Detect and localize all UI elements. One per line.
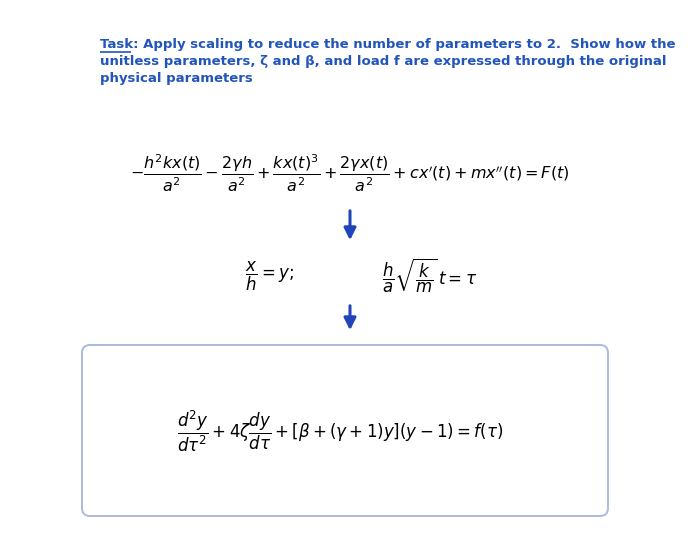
Text: $\dfrac{h}{a}\sqrt{\dfrac{k}{m}}\,t=\tau$: $\dfrac{h}{a}\sqrt{\dfrac{k}{m}}\,t=\tau…	[382, 257, 477, 295]
Text: $\dfrac{d^2y}{d\tau^2}+4\zeta\dfrac{dy}{d\tau}+[\beta+(\gamma+1)y](y-1)=f(\tau)$: $\dfrac{d^2y}{d\tau^2}+4\zeta\dfrac{dy}{…	[177, 408, 503, 454]
Text: unitless parameters, ζ and β, and load f are expressed through the original: unitless parameters, ζ and β, and load f…	[100, 55, 666, 68]
Text: $\dfrac{x}{h}=y;$: $\dfrac{x}{h}=y;$	[246, 259, 295, 293]
Text: Task: Apply scaling to reduce the number of parameters to 2.  Show how the: Task: Apply scaling to reduce the number…	[100, 38, 676, 51]
Text: $-\dfrac{h^2kx(t)}{a^2}-\dfrac{2\gamma h}{a^2}+\dfrac{kx(t)^3}{a^2}+\dfrac{2\gam: $-\dfrac{h^2kx(t)}{a^2}-\dfrac{2\gamma h…	[130, 152, 570, 194]
FancyBboxPatch shape	[82, 345, 608, 516]
Text: physical parameters: physical parameters	[100, 72, 253, 85]
